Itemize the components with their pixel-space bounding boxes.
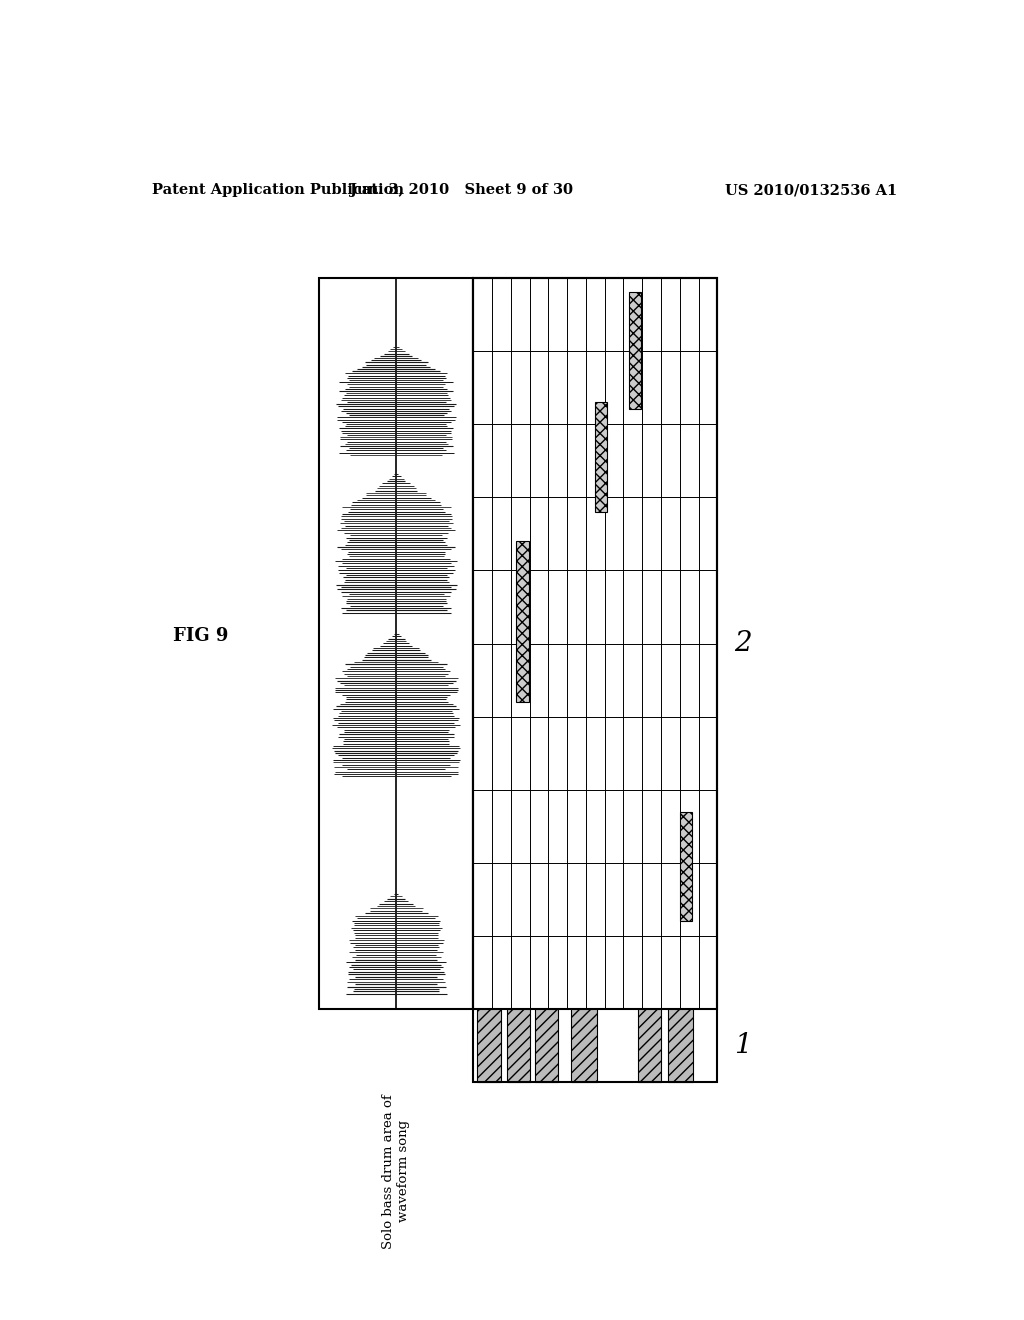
Bar (473, 277, 717, 1010)
Text: 2: 2 (734, 630, 752, 657)
Bar (629, 293, 641, 409)
Bar (477, 1010, 502, 1082)
Bar (638, 1010, 660, 1082)
Bar (536, 1010, 558, 1082)
Text: Solo bass drum area of
waveform song: Solo bass drum area of waveform song (382, 1094, 411, 1249)
Text: FIG 9: FIG 9 (173, 627, 228, 644)
Bar (570, 1010, 597, 1082)
Bar (473, 277, 717, 1082)
Bar (680, 812, 692, 921)
Bar (669, 1010, 693, 1082)
Bar (507, 1010, 529, 1082)
Text: US 2010/0132536 A1: US 2010/0132536 A1 (725, 183, 897, 197)
Text: Patent Application Publication: Patent Application Publication (153, 183, 404, 197)
Bar (319, 277, 473, 1010)
Bar (516, 541, 528, 702)
Text: 1: 1 (734, 1032, 752, 1060)
Bar (595, 403, 607, 512)
Text: Jun. 3, 2010   Sheet 9 of 30: Jun. 3, 2010 Sheet 9 of 30 (350, 183, 573, 197)
